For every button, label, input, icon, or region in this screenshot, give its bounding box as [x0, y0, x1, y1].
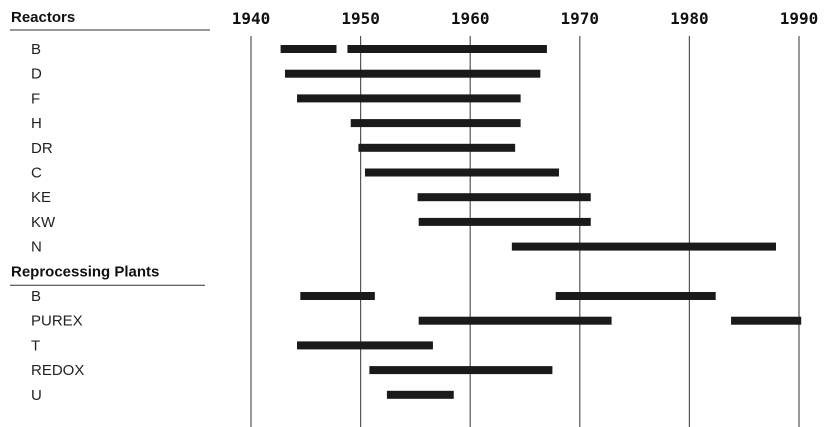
timeline-bar	[369, 366, 553, 375]
reprocessing-plants-header: Reprocessing Plants	[11, 263, 159, 280]
x-tick-label: 1980	[670, 9, 709, 28]
row-label: U	[31, 387, 42, 404]
row-label: B	[31, 41, 41, 58]
row-label: KW	[31, 214, 56, 231]
x-tick-label: 1970	[561, 9, 600, 28]
row-label: F	[31, 90, 40, 107]
row-label: N	[31, 239, 42, 256]
row-label: C	[31, 165, 42, 182]
row-label: H	[31, 115, 42, 132]
row-label: PUREX	[31, 313, 83, 330]
x-tick-label: 1940	[232, 9, 271, 28]
timeline-bar	[364, 168, 559, 177]
timeline-bar	[350, 119, 521, 128]
row-label: DR	[31, 140, 53, 157]
timeline-bar	[417, 193, 591, 202]
timeline-bar	[511, 242, 776, 251]
timeline-bar	[297, 341, 433, 350]
row-label: REDOX	[31, 362, 84, 379]
timeline-bar	[358, 143, 516, 152]
timeline-bar	[418, 217, 591, 226]
timeline-bar	[284, 69, 541, 78]
row-label: D	[31, 66, 42, 83]
timeline-bar	[386, 390, 454, 399]
row-label: T	[31, 337, 40, 354]
row-label: B	[31, 288, 41, 305]
x-tick-label: 1950	[341, 9, 380, 28]
timeline-bar	[300, 292, 375, 300]
row-label: KE	[31, 189, 51, 206]
timeline-bar	[297, 94, 521, 103]
timeline-bar	[731, 316, 802, 325]
timeline-bar	[555, 292, 716, 300]
reactors-header: Reactors	[11, 9, 75, 26]
x-tick-label: 1960	[451, 9, 490, 28]
x-axis-ticks: 1940 1950 1960 1970 1980 1990	[232, 9, 819, 28]
timeline-bar	[347, 45, 547, 53]
timeline-bar	[418, 316, 612, 325]
timeline-bar	[280, 45, 337, 53]
timeline-bars	[280, 45, 802, 399]
x-tick-label: 1990	[780, 9, 819, 28]
